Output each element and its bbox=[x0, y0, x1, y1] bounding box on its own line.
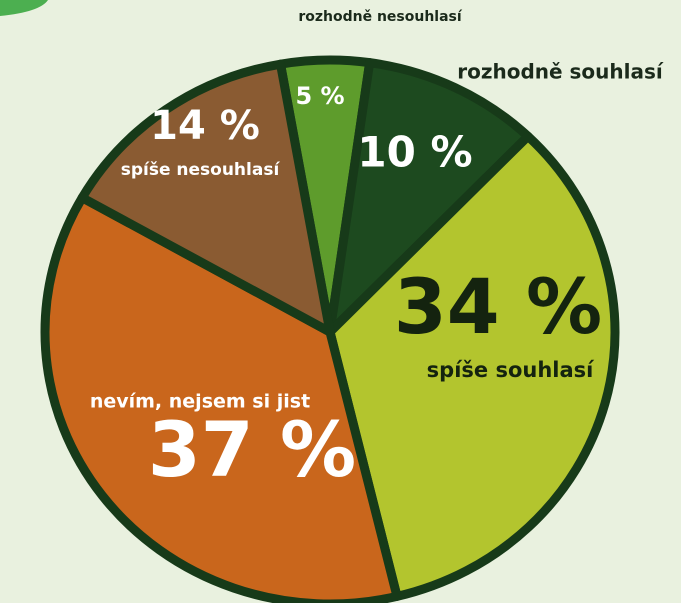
corner-decoration bbox=[0, 0, 48, 16]
category-label: spíše nesouhlasí bbox=[121, 160, 281, 180]
labels: 5 % rozhodně nesouhlasí 10 % rozhodně souhl… bbox=[90, 9, 664, 494]
category-label: nevím, nejsem si jist bbox=[90, 391, 310, 413]
pie-slice bbox=[325, 131, 620, 601]
pie-slice bbox=[77, 59, 335, 337]
category-label: rozhodně nesouhlasí bbox=[298, 9, 463, 25]
value-label: 10 % bbox=[357, 128, 472, 177]
category-label: rozhodně souhlasí bbox=[457, 60, 664, 84]
value-label: 37 % bbox=[148, 405, 356, 494]
value-label: 34 % bbox=[394, 262, 602, 351]
pie-slice bbox=[325, 58, 533, 337]
category-label: spíše souhlasí bbox=[427, 358, 595, 382]
value-label: 14 % bbox=[150, 103, 260, 149]
value-label: 5 % bbox=[295, 82, 344, 110]
